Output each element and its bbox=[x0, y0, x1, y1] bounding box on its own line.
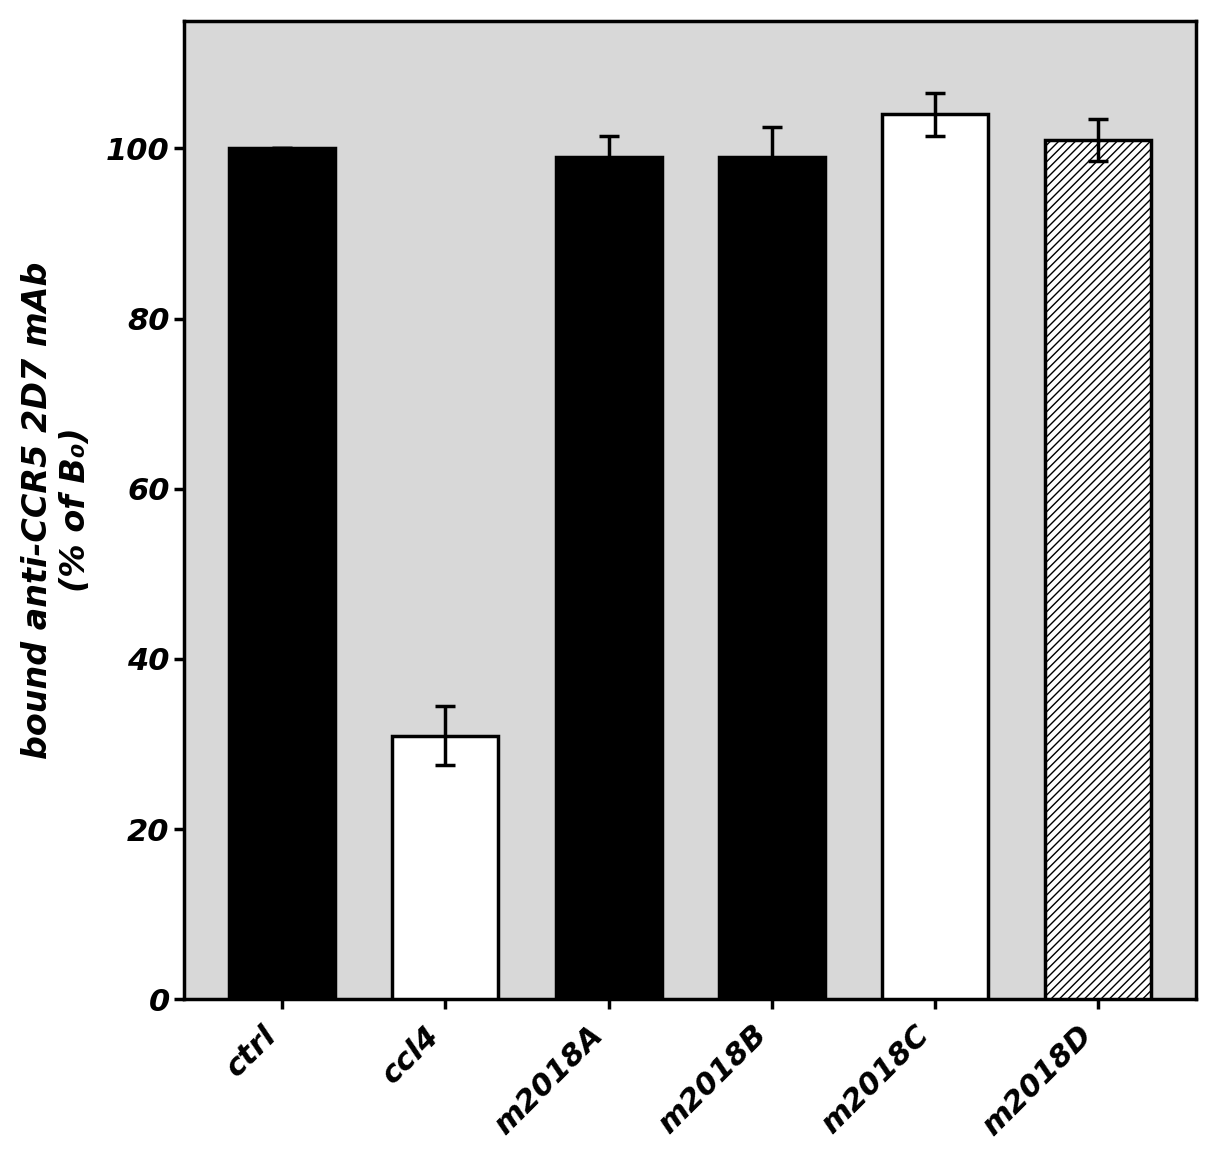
Bar bbox=[882, 114, 988, 999]
Bar bbox=[1045, 139, 1151, 999]
Bar bbox=[392, 736, 499, 999]
Bar bbox=[229, 149, 335, 999]
Y-axis label: bound anti-CCR5 2D7 mAb
(% of B₀): bound anti-CCR5 2D7 mAb (% of B₀) bbox=[21, 261, 92, 759]
Bar bbox=[556, 157, 662, 999]
Bar bbox=[719, 157, 825, 999]
